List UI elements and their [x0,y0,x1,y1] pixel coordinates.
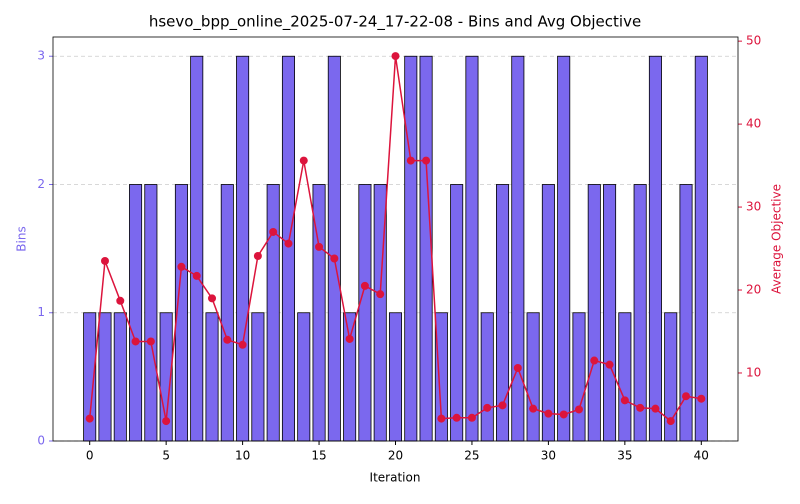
point [513,363,522,372]
point [253,252,262,261]
bar [572,312,586,442]
bar [343,312,357,442]
point [529,404,538,413]
point [192,271,201,280]
bar [618,312,632,442]
bar [98,312,112,442]
y2-tick-label: 50 [746,34,761,48]
point [605,360,614,369]
point [467,413,476,422]
bar [557,55,571,442]
point [85,414,94,423]
point [544,409,553,418]
point [391,52,400,61]
bar [251,312,265,442]
y-tick-label: 3 [37,49,45,63]
point [406,156,415,165]
point [345,334,354,343]
bar [419,55,433,442]
y-axis-label: Bins [15,226,29,251]
y-tick-label: 1 [37,305,45,319]
bar [281,55,295,442]
y2-tick-label: 30 [746,200,761,214]
point [559,410,568,419]
point [269,227,278,236]
point [697,394,706,403]
point [651,404,660,413]
point [100,256,109,265]
y2-tick-label: 40 [746,117,761,131]
bar [297,312,311,442]
point [620,396,629,405]
point [299,156,308,165]
point [116,296,125,305]
bar [236,55,250,442]
bar [694,55,708,442]
point [682,392,691,401]
chart-title: hsevo_bpp_online_2025-07-24_17-22-08 - B… [149,13,641,32]
y2-tick-label: 10 [746,365,761,379]
y2-axis-label: Average Objective [770,184,784,294]
point [574,405,583,414]
x-tick-label: 0 [86,449,94,463]
bar [205,312,219,442]
bar [327,55,341,442]
bar [388,312,403,442]
x-tick-label: 15 [311,449,326,463]
bar [190,55,204,442]
point [146,337,155,346]
point [315,242,324,251]
y-tick-label: 2 [37,177,45,191]
point [360,281,369,290]
x-tick-label: 40 [694,449,709,463]
x-tick-label: 30 [541,449,556,463]
bar [587,184,601,442]
point [498,401,507,410]
point [330,254,339,263]
x-tick-label: 10 [235,449,250,463]
x-tick-label: 25 [464,449,479,463]
bar [129,184,143,442]
point [223,335,232,344]
bar [603,184,617,442]
bar [113,312,127,442]
x-tick-label: 5 [162,449,170,463]
bar [511,55,525,442]
bar [633,184,647,442]
y2-tick-label: 20 [746,283,761,297]
point [452,413,461,422]
y-tick-label: 0 [37,434,45,448]
bar [266,184,280,442]
bar [220,184,234,442]
point [177,262,186,271]
point [437,414,446,423]
bar [358,184,372,442]
point [636,403,645,412]
x-tick-label: 35 [617,449,632,463]
bar [541,184,555,442]
x-tick-label: 20 [388,449,403,463]
bar [144,184,158,442]
point [590,356,599,365]
point [483,403,492,412]
point [131,337,140,346]
point [422,156,431,165]
bar [480,312,494,442]
bar [450,184,464,442]
x-axis-label: Iteration [370,471,421,485]
point [666,417,675,426]
point [376,290,385,299]
point [238,340,247,349]
point [162,417,171,426]
bar [465,55,479,442]
bar [526,312,540,442]
point [208,294,217,303]
bar [404,55,418,442]
point [284,239,293,248]
bar [648,55,662,442]
plot-frame [52,36,739,442]
